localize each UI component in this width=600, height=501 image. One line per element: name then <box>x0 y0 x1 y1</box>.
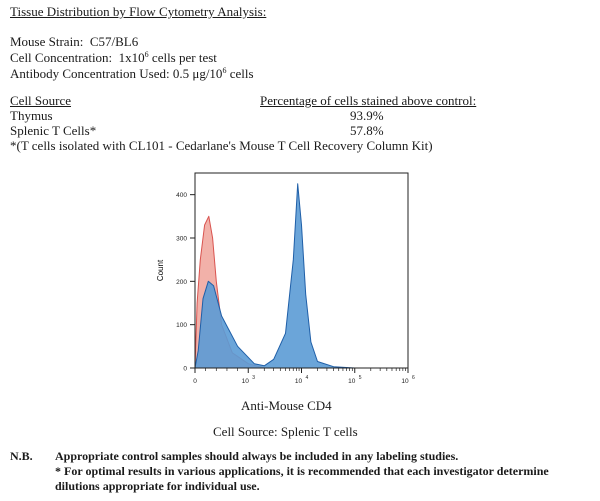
table-row-splenic-source: Splenic T Cells* <box>10 123 97 138</box>
x-tick-label-0: 0 <box>193 378 197 385</box>
x-tick-exp-3: 5 <box>359 375 362 381</box>
table-row-thymus-pct: 93.9% <box>350 108 384 123</box>
nb-line-1: Appropriate control samples should alway… <box>55 449 459 463</box>
table-row-splenic-pct: 57.8% <box>350 123 384 138</box>
y-tick-label-1: 100 <box>176 322 187 329</box>
y-tick-label-0: 0 <box>183 366 187 373</box>
plot-area <box>194 183 409 369</box>
cell-concentration-exp: 6 <box>144 50 149 59</box>
y-tick-label-4: 400 <box>176 192 187 199</box>
column-header-percentage: Percentage of cells stained above contro… <box>260 93 477 108</box>
antibody-concentration-label: Antibody Concentration Used: <box>10 66 170 81</box>
x-tick-label-4: 10 <box>401 378 409 385</box>
mouse-strain-value: C57/BL6 <box>89 34 139 49</box>
y-tick-label-3: 300 <box>176 236 187 243</box>
antibody-concentration-prefix: 0.5 μg/10 <box>172 66 223 81</box>
antibody-concentration-line: Antibody Concentration Used: 0.5 μg/106 … <box>10 66 254 81</box>
nb-line-2: * For optimal results in various applica… <box>55 464 549 493</box>
table-footnote: *(T cells isolated with CL101 - Cedarlan… <box>10 138 433 153</box>
y-axis-label: Count <box>156 259 165 281</box>
x-tick-label-1: 10 <box>242 378 250 385</box>
table-row-thymus-source: Thymus <box>10 108 53 123</box>
antibody-concentration-suffix: cells <box>229 66 254 81</box>
nb-label: N.B. <box>10 449 33 463</box>
x-tick-label-3: 10 <box>348 378 356 385</box>
y-tick-label-2: 200 <box>176 279 187 286</box>
x-axis-label: Anti-Mouse CD4 <box>241 398 332 413</box>
page-title: Tissue Distribution by Flow Cytometry An… <box>10 4 267 19</box>
series-1-area <box>194 183 409 369</box>
mouse-strain-label: Mouse Strain: <box>10 34 84 49</box>
x-tick-exp-4: 6 <box>412 375 415 381</box>
x-tick-exp-1: 3 <box>252 375 255 381</box>
chart-caption: Cell Source: Splenic T cells <box>213 424 358 439</box>
antibody-concentration-exp: 6 <box>222 66 227 75</box>
mouse-strain-line: Mouse Strain: C57/BL6 <box>10 34 138 49</box>
cell-concentration-label: Cell Concentration: <box>10 50 113 65</box>
x-tick-exp-2: 4 <box>306 375 309 381</box>
cell-concentration-suffix: cells per test <box>151 50 217 65</box>
cell-concentration-line: Cell Concentration: 1x106 cells per test <box>10 50 217 65</box>
x-tick-label-2: 10 <box>295 378 303 385</box>
column-header-cell-source: Cell Source <box>10 93 72 108</box>
cell-concentration-prefix: 1x10 <box>118 50 145 65</box>
